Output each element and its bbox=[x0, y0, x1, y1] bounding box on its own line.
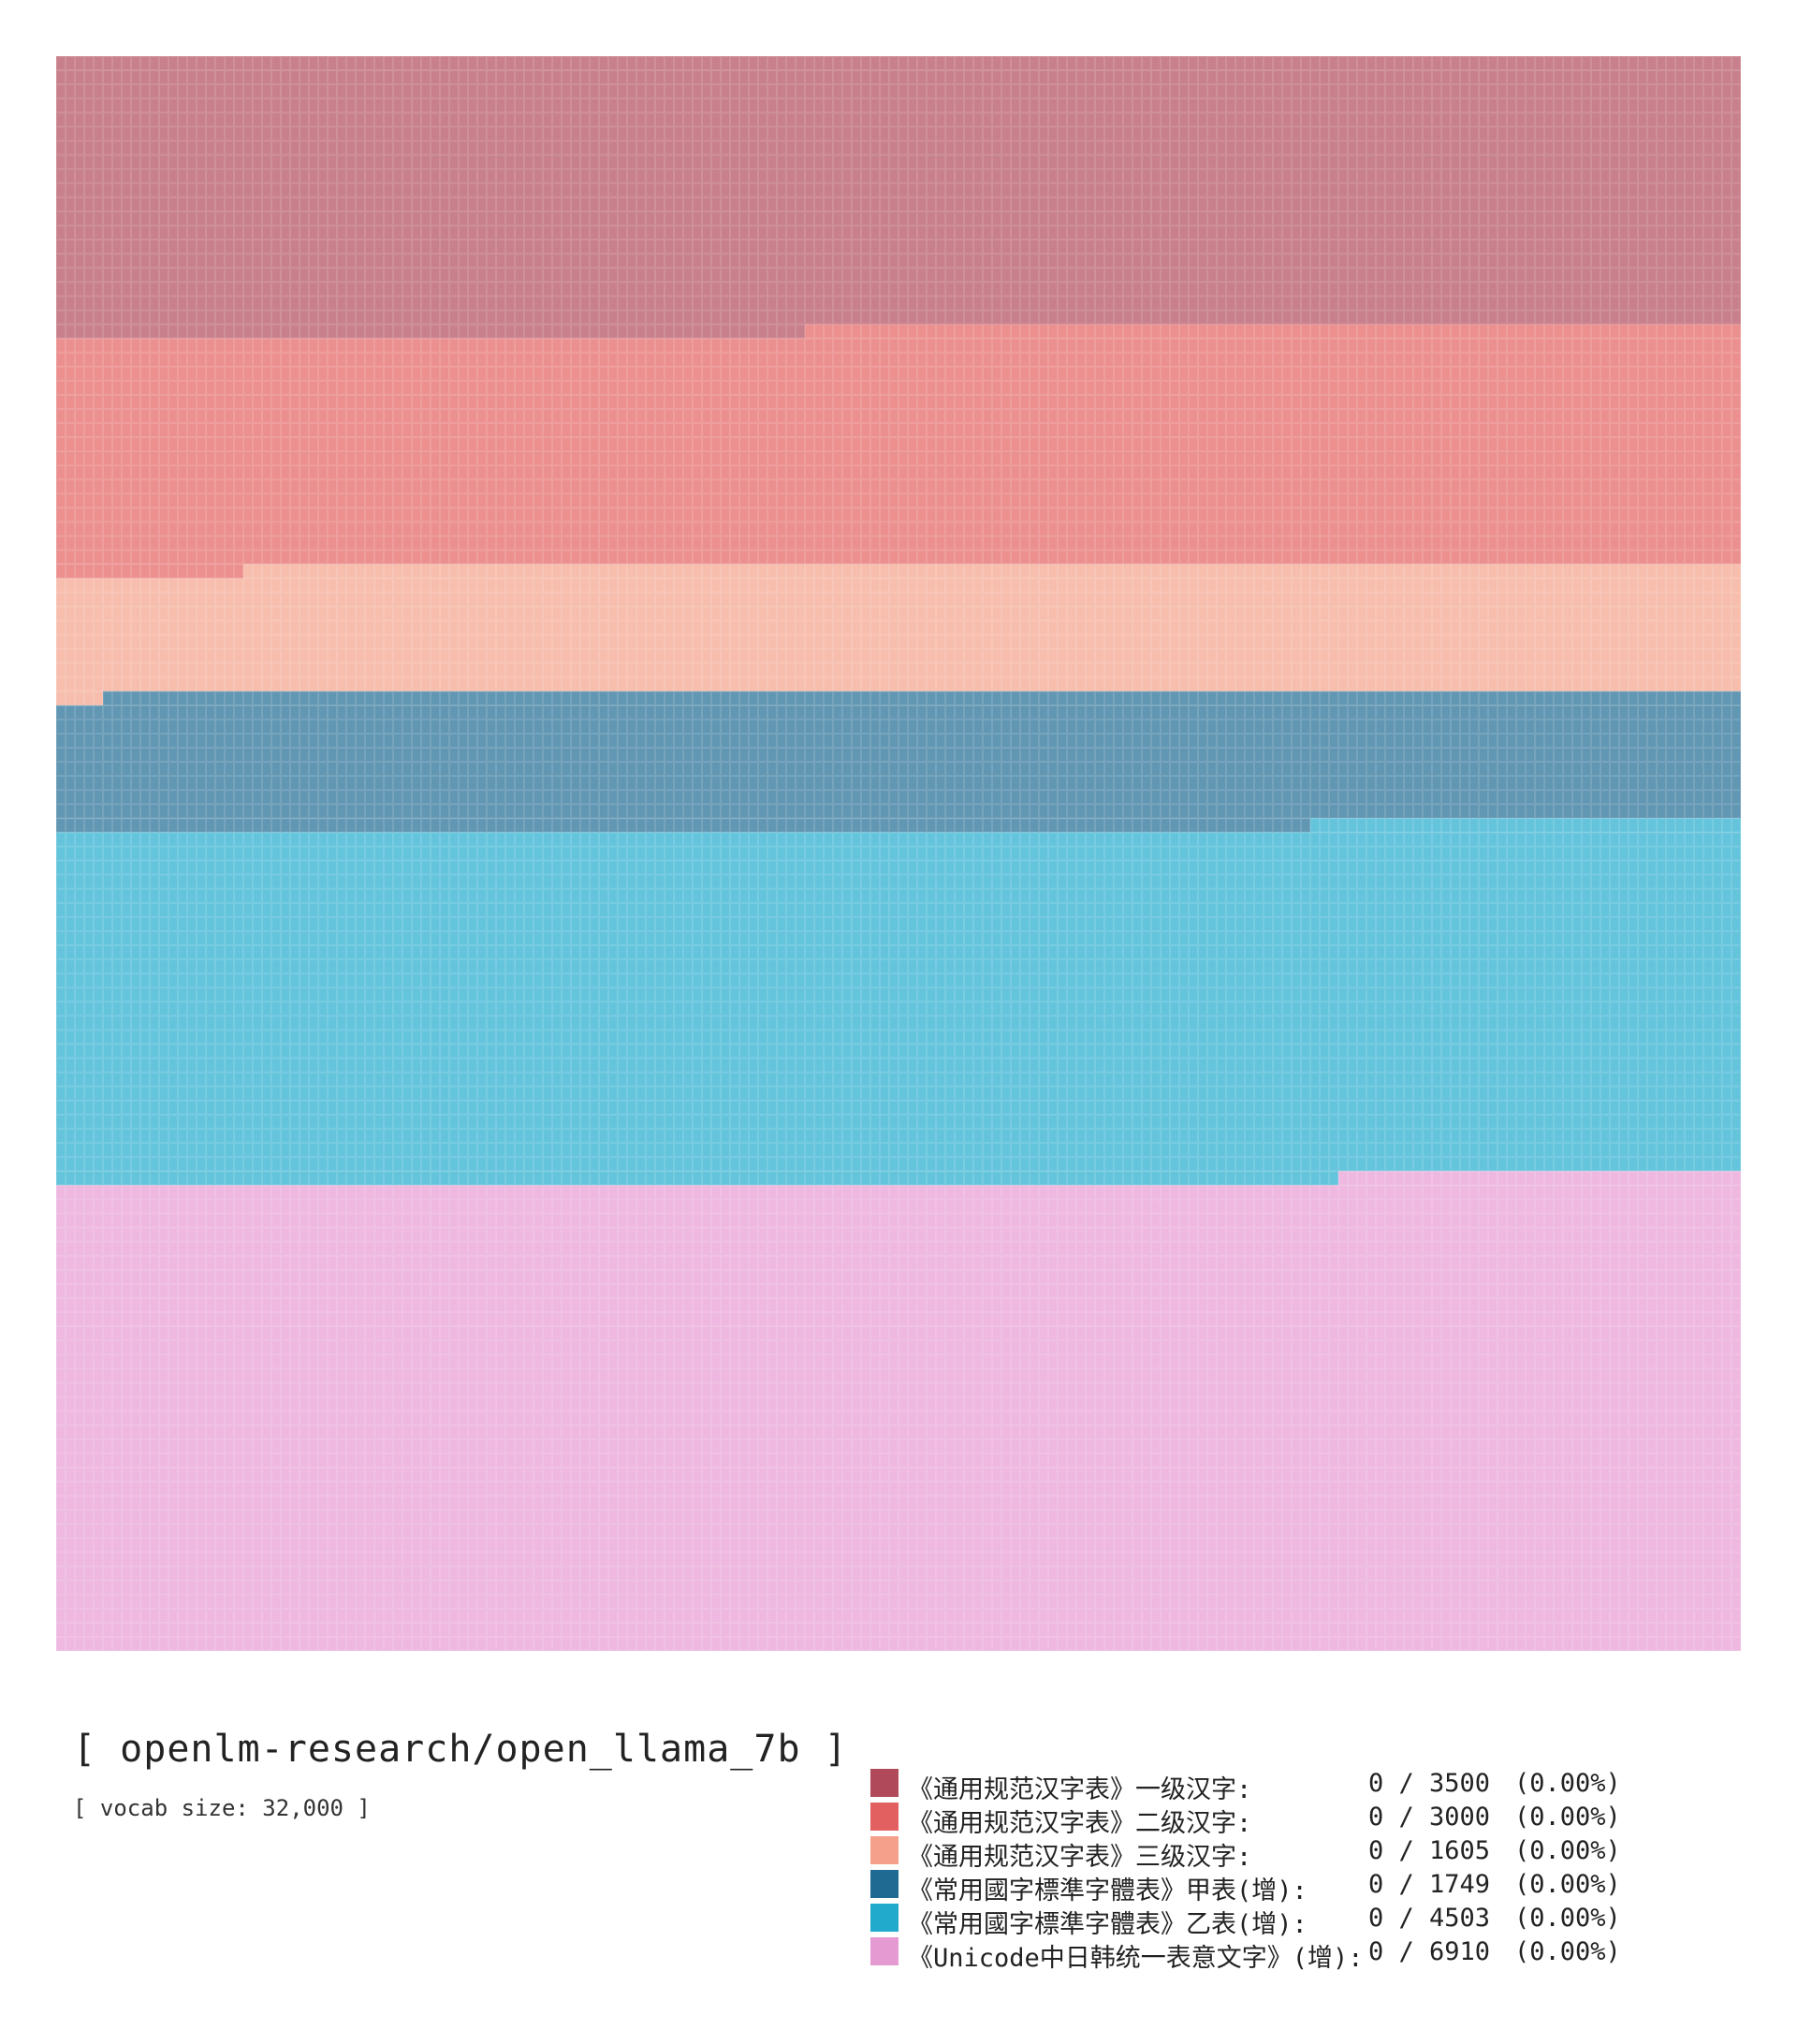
legend-label: 《Unicode中日韩统一表意文字》(增): bbox=[908, 1944, 1364, 1973]
legend-count: 0 / 4503 bbox=[1367, 1904, 1490, 1933]
legend-count: 0 / 3500 bbox=[1367, 1769, 1490, 1798]
legend-count: 0 / 1605 bbox=[1367, 1836, 1490, 1865]
legend-swatch bbox=[870, 1937, 898, 1965]
heatmap-svg bbox=[56, 56, 1741, 1651]
legend-item: 《通用规范汉字表》一级汉字: 0 / 3500 (0.00%) bbox=[870, 1767, 1694, 1804]
legend-swatch bbox=[870, 1836, 898, 1864]
legend-label: 《常用國字標準字體表》甲表(增): bbox=[908, 1876, 1308, 1905]
legend-count: 0 / 1749 bbox=[1367, 1870, 1490, 1899]
legend-item: 《通用规范汉字表》三级汉字: 0 / 1605 (0.00%) bbox=[870, 1834, 1694, 1872]
legend-swatch bbox=[870, 1904, 898, 1932]
legend-item: 《Unicode中日韩统一表意文字》(增): 0 / 6910 (0.00%) bbox=[870, 1935, 1694, 1973]
legend-item: 《通用规范汉字表》二级汉字: 0 / 3000 (0.00%) bbox=[870, 1801, 1694, 1838]
title-block: [ openlm-research/open_llama_7b ] [ voca… bbox=[73, 1728, 848, 1821]
legend-swatch bbox=[870, 1803, 898, 1831]
legend-percent: (0.00%) bbox=[1514, 1937, 1621, 1966]
legend-percent: (0.00%) bbox=[1514, 1769, 1621, 1798]
legend-item: 《常用國字標準字體表》乙表(增): 0 / 4503 (0.00%) bbox=[870, 1902, 1694, 1939]
legend-count: 0 / 3000 bbox=[1367, 1803, 1490, 1832]
legend-percent: (0.00%) bbox=[1514, 1803, 1621, 1832]
legend-label: 《通用规范汉字表》二级汉字: bbox=[908, 1809, 1252, 1838]
legend-label: 《通用规范汉字表》三级汉字: bbox=[908, 1843, 1252, 1872]
legend-label: 《常用國字標準字體表》乙表(增): bbox=[908, 1910, 1308, 1939]
legend-percent: (0.00%) bbox=[1514, 1870, 1621, 1899]
legend: 《通用规范汉字表》一级汉字: 0 / 3500 (0.00%) 《通用规范汉字表… bbox=[870, 1767, 1694, 1973]
legend-swatch bbox=[870, 1769, 898, 1797]
legend-percent: (0.00%) bbox=[1514, 1904, 1621, 1933]
model-title: [ openlm-research/open_llama_7b ] bbox=[73, 1728, 848, 1771]
legend-item: 《常用國字標準字體表》甲表(增): 0 / 1749 (0.00%) bbox=[870, 1868, 1694, 1905]
coverage-heatmap bbox=[56, 56, 1741, 1651]
heatmap-cell-grid bbox=[56, 56, 1741, 1651]
vocab-size: [ vocab size: 32,000 ] bbox=[73, 1795, 371, 1821]
legend-percent: (0.00%) bbox=[1514, 1836, 1621, 1865]
legend-count: 0 / 6910 bbox=[1367, 1937, 1490, 1966]
legend-label: 《通用规范汉字表》一级汉字: bbox=[908, 1775, 1252, 1804]
legend-swatch bbox=[870, 1870, 898, 1898]
